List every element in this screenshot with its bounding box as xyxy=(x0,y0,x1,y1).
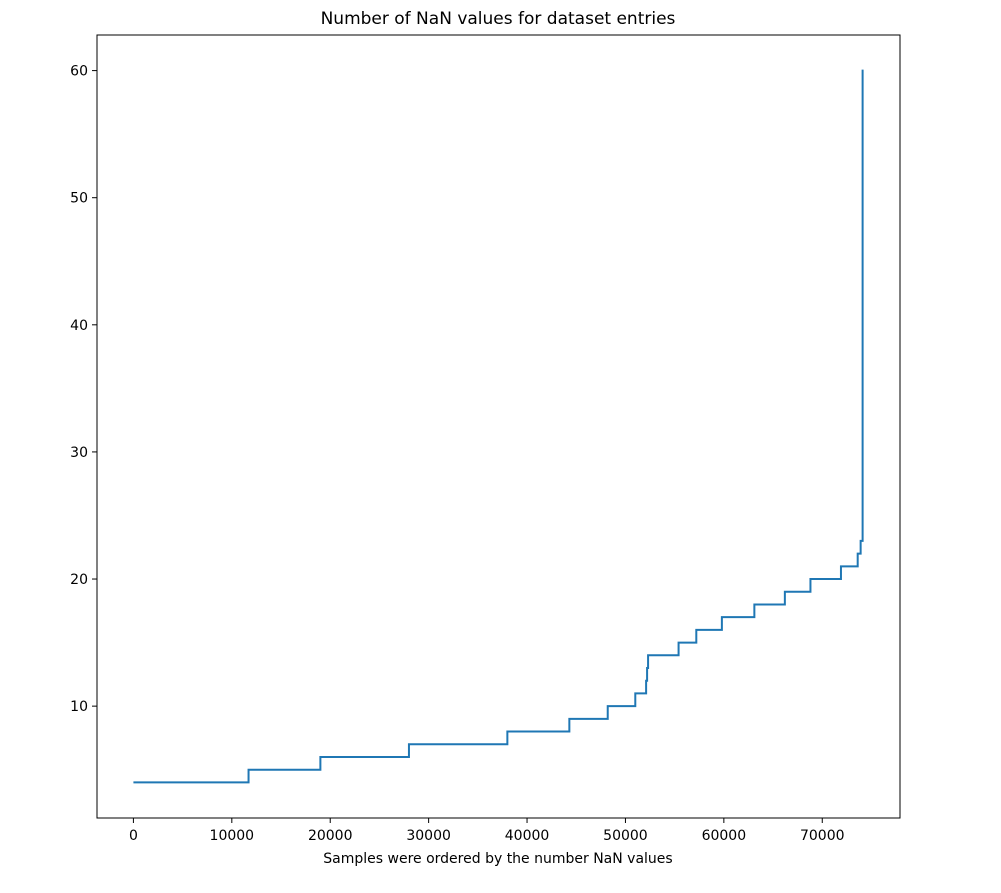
y-tick-label: 30 xyxy=(70,445,88,461)
x-tick-label: 10000 xyxy=(210,828,255,844)
series-line-0 xyxy=(133,69,864,784)
x-tick-label: 70000 xyxy=(800,828,845,844)
plot-area xyxy=(133,69,864,784)
x-tick-label: 0 xyxy=(129,828,138,844)
plot-frame xyxy=(96,34,901,819)
x-tick-label: 50000 xyxy=(603,828,648,844)
y-tick-label: 50 xyxy=(70,191,88,207)
y-tick-label: 60 xyxy=(70,64,88,80)
y-tick-label: 10 xyxy=(70,699,88,715)
x-axis: 0 10000 20000 30000 40000 50000 60000 70000 xyxy=(129,818,845,844)
x-tick-label: 60000 xyxy=(702,828,747,844)
y-tick-label: 40 xyxy=(70,318,88,334)
y-tick-label: 20 xyxy=(70,572,88,588)
y-axis: 10 20 30 40 50 60 xyxy=(70,64,97,715)
x-axis-label: Samples were ordered by the number NaN v… xyxy=(323,851,672,867)
x-tick-label: 30000 xyxy=(406,828,451,844)
x-tick-label: 40000 xyxy=(505,828,550,844)
chart-title: Number of NaN values for dataset entries xyxy=(321,9,676,29)
x-tick-label: 20000 xyxy=(308,828,353,844)
